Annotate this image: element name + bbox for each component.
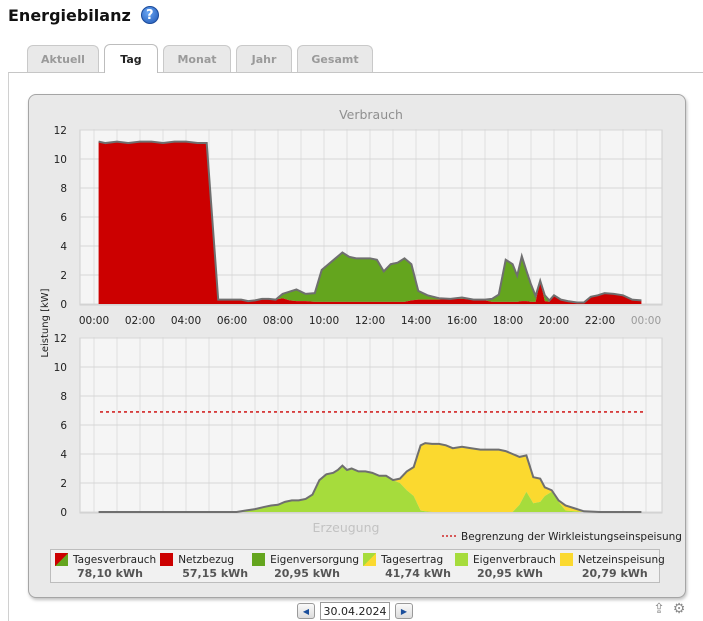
tab-jahr[interactable]: Jahr — [236, 45, 292, 72]
series-area-netzbezug — [98, 141, 642, 304]
x-ticks: 00:00 02:00 04:00 06:00 08:00 10:00 12:00 14:00… — [79, 315, 661, 327]
total-line — [98, 442, 642, 513]
swatch-eigenversorgung — [252, 553, 266, 566]
x-tick-label: 00:00 — [631, 315, 661, 327]
y-ticks-bottom: 0 2 4 6 8 10 12 — [54, 333, 68, 519]
series-area-eigenverbrauch — [98, 465, 642, 512]
legend-item-eigenversorgung: Eigenversorgung 20,95 kWh — [248, 550, 359, 582]
chart-title-top: Verbrauch — [339, 107, 403, 122]
x-tick-label: 18:00 — [493, 315, 523, 327]
x-tick-label: 00:00 — [79, 315, 109, 327]
y-ticks-top: 0 2 4 6 8 10 12 — [54, 125, 68, 311]
legend-item-netzbezug: Netzbezug 57,15 kWh — [156, 550, 248, 582]
legend-label: Netzeinspeisung — [577, 553, 665, 566]
x-tick-label: 04:00 — [171, 315, 201, 327]
x-tick-label: 22:00 — [585, 315, 615, 327]
total-line — [98, 140, 642, 304]
x-tick-label: 10:00 — [309, 315, 339, 327]
legend-value: 41,74 kWh — [385, 567, 452, 580]
y-tick-label: 4 — [60, 241, 67, 253]
y-tick-label: 8 — [60, 183, 67, 195]
y-tick-label: 0 — [60, 507, 67, 519]
legend-item-netzeinspeisung: Netzeinspeisung 20,79 kWh — [556, 550, 665, 582]
legend-item-tagesverbrauch: Tagesverbrauch 78,10 kWh — [51, 550, 156, 582]
y-tick-label: 6 — [60, 420, 67, 432]
y-axis-label: Leistung [kW] — [40, 288, 51, 357]
tab-tag[interactable]: Tag — [104, 44, 158, 73]
swatch-eigenverbrauch — [455, 553, 469, 566]
settings-icon[interactable]: ⚙ — [672, 601, 686, 617]
swatch-tagesertrag — [363, 553, 377, 566]
y-tick-label: 12 — [54, 333, 67, 345]
x-tick-label: 06:00 — [217, 315, 247, 327]
y-tick-label: 12 — [54, 125, 67, 137]
legend-value: 20,95 kWh — [477, 567, 543, 580]
x-tick-label: 14:00 — [401, 315, 431, 327]
tab-monat[interactable]: Monat — [163, 45, 231, 72]
date-field[interactable]: 30.04.2024 — [320, 602, 390, 620]
legend-label: Tagesertrag — [381, 553, 444, 566]
legend-value: 20,79 kWh — [581, 567, 648, 580]
series-top — [98, 140, 642, 304]
limit-legend-label: Begrenzung der Wirkleistungseinspeisung — [461, 531, 682, 543]
y-tick-label: 4 — [60, 449, 67, 461]
legend-label: Tagesverbrauch — [73, 553, 157, 566]
corner-actions: ⇪ ⚙ — [648, 600, 688, 618]
legend-value: 57,15 kWh — [182, 567, 249, 580]
tab-bar: Aktuell Tag Monat Jahr Gesamt — [27, 44, 378, 73]
y-tick-label: 10 — [54, 154, 67, 166]
y-tick-label: 10 — [54, 362, 67, 374]
legend-item-eigenverbrauch: Eigenverbrauch 20,95 kWh — [451, 550, 556, 582]
legend-value: 78,10 kWh — [77, 567, 143, 580]
x-tick-label: 16:00 — [447, 315, 477, 327]
next-day-button[interactable]: ▶ — [395, 603, 413, 619]
legend-label: Netzbezug — [178, 553, 235, 566]
swatch-tagesverbrauch — [55, 553, 68, 566]
swatch-netzeinspeisung — [559, 553, 573, 566]
series-area-netzeinspeisung — [98, 443, 642, 512]
page-title: Energiebilanz — [8, 5, 131, 25]
tab-aktuell[interactable]: Aktuell — [27, 45, 99, 72]
tab-gesamt[interactable]: Gesamt — [297, 45, 373, 72]
x-tick-label: 08:00 — [263, 315, 293, 327]
x-tick-label: 02:00 — [125, 315, 155, 327]
y-tick-label: 2 — [60, 478, 67, 490]
header: Energiebilanz ? — [8, 4, 159, 26]
legend-item-tagesertrag: Tagesertrag 41,74 kWh — [359, 550, 451, 582]
y-tick-label: 8 — [60, 391, 67, 403]
legend-label: Eigenversorgung — [270, 553, 360, 566]
date-navigation: ◀ 30.04.2024 ▶ — [297, 602, 413, 620]
y-tick-label: 6 — [60, 212, 67, 224]
upload-icon[interactable]: ⇪ — [653, 601, 665, 617]
x-tick-label: 20:00 — [539, 315, 569, 327]
swatch-netzbezug — [160, 553, 174, 566]
prev-day-button[interactable]: ◀ — [297, 603, 315, 619]
help-icon[interactable]: ? — [140, 6, 159, 24]
chart-title-bottom: Erzeugung — [313, 520, 380, 535]
x-tick-label: 12:00 — [355, 315, 385, 327]
y-tick-label: 0 — [60, 299, 67, 311]
series-bottom — [98, 442, 642, 513]
triangle-right-icon: ▶ — [400, 606, 408, 616]
legend-value: 20,95 kWh — [274, 567, 341, 580]
y-tick-label: 2 — [60, 270, 67, 282]
legend-label: Eigenverbrauch — [473, 553, 556, 566]
triangle-left-icon: ◀ — [302, 606, 310, 616]
chart-legend: Tagesverbrauch 78,10 kWh Netzbezug 57,15… — [50, 549, 665, 583]
